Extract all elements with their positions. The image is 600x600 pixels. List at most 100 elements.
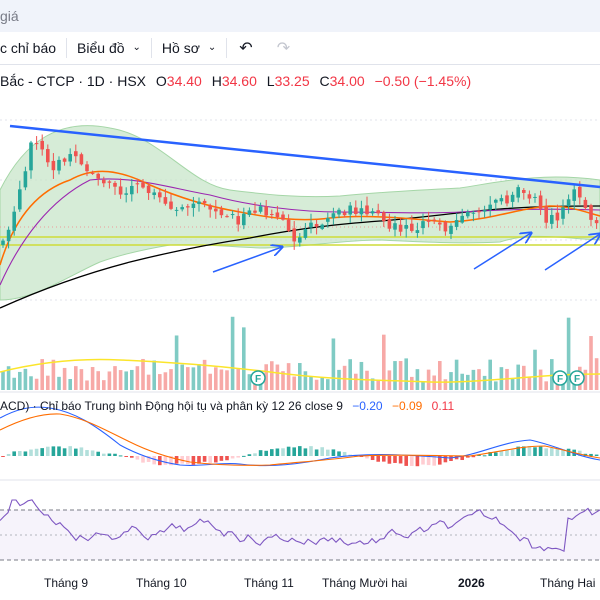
- event-markers[interactable]: F F F: [250, 370, 585, 386]
- candle-body: [124, 193, 128, 195]
- macd-histogram-bar: [118, 455, 123, 457]
- candle-body: [359, 208, 364, 215]
- candle-body: [348, 205, 352, 215]
- candle-body: [270, 213, 274, 215]
- macd-histogram-bar: [314, 449, 319, 456]
- macd-histogram-bar: [186, 456, 190, 465]
- macd-histogram-bar: [482, 455, 487, 457]
- volume-bar: [298, 363, 302, 390]
- arrow-annotation[interactable]: [212, 247, 282, 273]
- candle-body: [538, 195, 543, 209]
- chart-canvas[interactable]: F F F: [0, 64, 600, 576]
- event-marker-f[interactable]: [250, 370, 266, 386]
- macd-histogram-bar: [208, 456, 212, 463]
- redo-icon[interactable]: ↷: [276, 40, 291, 57]
- macd-histogram-bar: [68, 446, 72, 456]
- indicators-button[interactable]: c chỉ báo: [0, 32, 66, 64]
- macd-histogram-bar: [594, 454, 599, 456]
- descending-trendline[interactable]: [9, 124, 600, 189]
- volume-bar: [130, 369, 134, 390]
- volume-bar: [550, 359, 554, 390]
- macd-histogram-bar: [387, 456, 392, 464]
- volume-bar: [135, 366, 140, 390]
- volume-bar: [230, 316, 235, 390]
- toolbar-divider: [66, 38, 68, 58]
- volume-bar: [12, 377, 16, 390]
- arrow-annotation[interactable]: [544, 234, 600, 271]
- candle-body: [236, 216, 240, 225]
- volume-bar: [270, 361, 274, 390]
- event-marker-f[interactable]: [552, 370, 568, 386]
- event-marker-label: F: [574, 374, 580, 385]
- candle-body: [583, 199, 588, 208]
- chart-type-dropdown[interactable]: Biểu đồ ⌄: [67, 32, 151, 64]
- macd-histogram-bar: [169, 456, 173, 466]
- low-value: 33.25: [274, 73, 310, 89]
- candle-body: [247, 210, 252, 215]
- candle-body: [163, 197, 168, 204]
- volume-bar: [421, 381, 425, 390]
- macd-histogram-bar: [6, 453, 11, 456]
- x-axis-label: Tháng 9: [44, 576, 89, 590]
- x-axis-label: Tháng 11: [244, 576, 294, 590]
- macd-histogram-bar: [393, 456, 397, 463]
- candle-body: [354, 207, 358, 215]
- volume-bar: [583, 369, 588, 390]
- macd-histogram-bar: [219, 456, 224, 461]
- undo-icon[interactable]: ↶: [239, 40, 253, 57]
- volume-bar: [477, 369, 481, 390]
- candle-body: [96, 173, 100, 179]
- volume-bar: [410, 376, 414, 390]
- event-marker-f[interactable]: [569, 370, 585, 386]
- symbol-legend: Bắc - CTCP · 1D · HSX O34.40 H34.60 L33.…: [0, 73, 471, 89]
- candle-body: [421, 221, 425, 229]
- candle-body: [454, 220, 459, 227]
- high-value: 34.60: [221, 73, 257, 89]
- macd-histogram-bar: [57, 446, 61, 456]
- macd-histogram-bar: [550, 447, 554, 456]
- candle-body: [68, 154, 72, 162]
- candle-body: [225, 216, 229, 218]
- macd-histogram-bar: [438, 456, 442, 465]
- volume-bar: [286, 363, 291, 390]
- macd-histogram-bar: [253, 453, 257, 456]
- volume-bar: [23, 368, 28, 390]
- candle-body: [130, 185, 134, 195]
- symbol-name[interactable]: Bắc - CTCP · 1D · HSX: [0, 73, 146, 89]
- macd-name[interactable]: ACD) · Chỉ báo Trung bình Động hội tụ và…: [0, 399, 269, 413]
- x-axis-label: Tháng 10: [136, 576, 187, 590]
- volume-bar: [454, 359, 459, 390]
- volume-bar: [113, 366, 117, 390]
- volume-bar: [359, 361, 364, 390]
- candle-body: [471, 212, 476, 214]
- candle-body: [398, 224, 403, 232]
- macd-histogram-bar: [376, 456, 380, 462]
- macd-histogram-bar: [359, 456, 364, 457]
- candle-body: [432, 219, 436, 221]
- volume-bar: [163, 372, 168, 390]
- candle-body: [90, 172, 95, 174]
- volume-bar: [1, 371, 5, 390]
- macd-histogram-bar: [242, 455, 246, 457]
- macd-histogram-bar: [589, 453, 593, 456]
- macd-histogram-bar: [124, 456, 128, 457]
- volume-bar: [326, 379, 330, 390]
- macd-histogram-bar: [113, 453, 117, 456]
- candle-body: [320, 224, 324, 229]
- candle-body: [331, 213, 336, 219]
- volume-bar: [331, 338, 336, 390]
- candle-body: [550, 214, 554, 224]
- chart-type-label: Biểu đồ: [77, 40, 125, 56]
- arrow-annotation[interactable]: [473, 233, 531, 270]
- macd-histogram-bar: [370, 456, 375, 461]
- candle-body: [275, 212, 280, 218]
- candle-body: [23, 171, 28, 188]
- candle-body: [79, 154, 84, 165]
- close-value: 34.00: [329, 73, 365, 89]
- macd-histogram-bar: [499, 450, 504, 456]
- candle-body: [426, 219, 431, 222]
- volume-bar: [57, 376, 61, 390]
- volume-bar: [264, 364, 268, 390]
- profile-dropdown[interactable]: Hồ sơ ⌄: [152, 32, 226, 64]
- candle-body: [589, 205, 593, 220]
